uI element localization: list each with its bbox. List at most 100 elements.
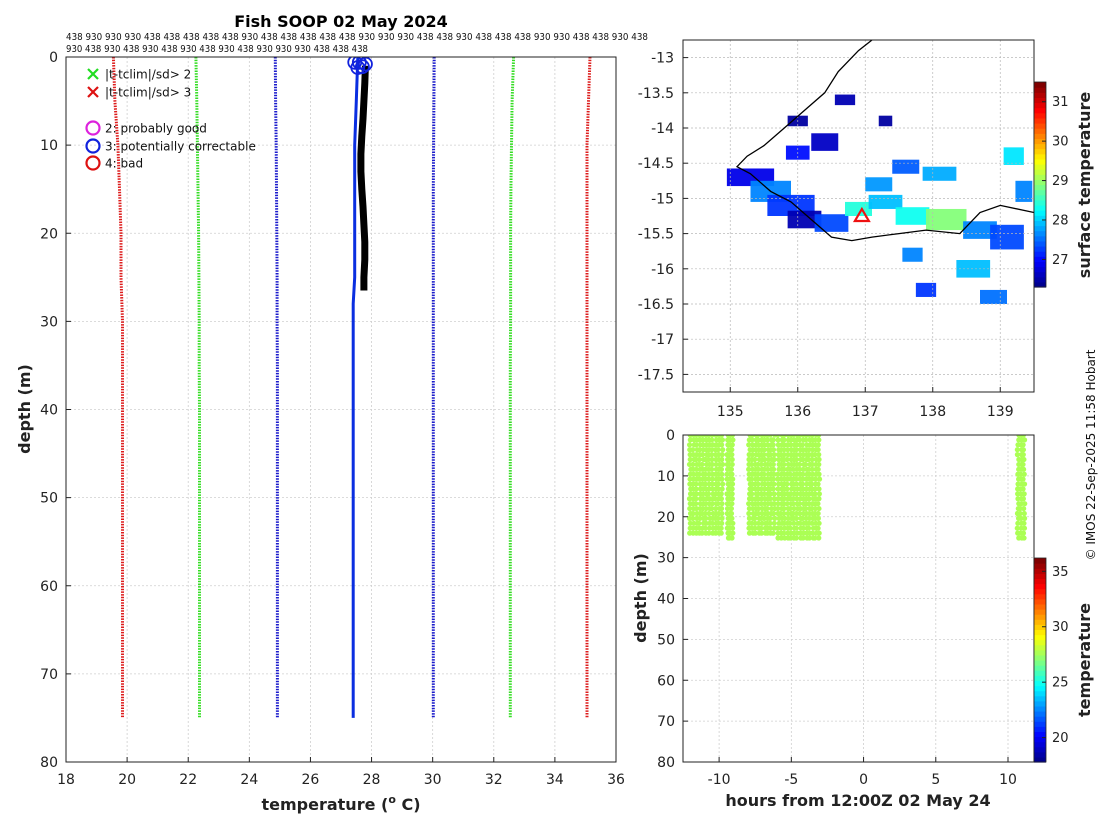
colorbar-tick-label: 30: [1052, 620, 1069, 635]
scatter-point: [730, 437, 736, 443]
colorbar-segment: [1034, 726, 1046, 732]
scatter-point: [719, 510, 725, 517]
scatter-point: [687, 456, 693, 463]
colorbar-segment: [1034, 736, 1046, 743]
scatter-point: [709, 486, 716, 492]
scatter-point: [1021, 481, 1028, 487]
scatter-point: [719, 520, 725, 526]
scatter-point: [816, 476, 823, 482]
scatter-point: [713, 505, 719, 512]
colorbar-segment: [1034, 112, 1046, 119]
colorbar-tick-label: 29: [1052, 174, 1069, 189]
scatter-point: [793, 481, 800, 487]
sst-cell: [1015, 180, 1033, 202]
colorbar-segment: [1034, 92, 1046, 98]
colorbar-frame: [1033, 81, 1047, 288]
scatter-point: [715, 515, 721, 521]
scatter-point: [690, 447, 696, 453]
scatter-point: [755, 505, 762, 512]
colorbar-segment: [1034, 741, 1046, 748]
colorbar-segment: [1034, 215, 1046, 221]
scatter-point: [770, 461, 776, 468]
scatter-point: [686, 496, 693, 502]
scatter-point: [767, 496, 773, 502]
time-depth-chart: -10 -5 0 5 10 0 10 20 30 40 50 60 70 80 hours from 1…: [631, 428, 1094, 810]
colorbar-segment: [1034, 169, 1046, 175]
sst-cell: [811, 133, 839, 151]
colorbar-segment: [1034, 654, 1046, 661]
profile-x-ticks: 18 20 22 24 26 28 30 32 34 36: [57, 757, 625, 788]
map-y-tick-label: -13: [651, 51, 674, 67]
y-tick-label: 0: [49, 50, 58, 66]
scatter-point: [812, 452, 818, 458]
scatter-point: [796, 437, 803, 443]
scatter-point: [729, 481, 736, 487]
scatter-y-tick-label: 70: [657, 714, 675, 730]
scatter-point: [1021, 510, 1027, 517]
coastline: [735, 40, 1034, 242]
probe-id-row-1: 438 930 930 930 438 438 438 438 438 930 …: [66, 32, 648, 43]
scatter-point: [702, 481, 708, 487]
scatter-point: [770, 447, 777, 453]
scatter-y-tick-label: 60: [657, 673, 675, 689]
scatter-point: [729, 496, 735, 502]
x-tick-label: 30: [424, 772, 442, 788]
colorbar-segment: [1034, 624, 1046, 630]
scatter-point: [761, 515, 767, 521]
y-tick-label: 30: [40, 314, 58, 330]
colorbar-segment: [1034, 194, 1046, 201]
scatter-point: [803, 486, 809, 492]
colorbar-segment: [1034, 179, 1046, 186]
scatter-point: [794, 496, 800, 502]
climatology-mean: [273, 57, 279, 718]
scatter-point: [764, 505, 770, 512]
scatter-point: [762, 481, 768, 487]
scatter-point: [702, 471, 708, 477]
scatter-point: [719, 456, 725, 463]
scatter-x-label: hours from 12:00Z 02 May 24: [725, 791, 990, 810]
sst-cell: [963, 221, 997, 239]
scatter-point: [709, 447, 715, 453]
scatter-point: [771, 481, 777, 487]
scatter-point: [812, 505, 819, 512]
colorbar-segment: [1034, 276, 1046, 283]
colorbar-segment: [1034, 711, 1046, 717]
x-tick-label: 26: [302, 772, 320, 788]
scatter-point: [755, 476, 761, 482]
map-x-tick-label: 137: [852, 404, 879, 420]
scatter-point: [815, 447, 821, 453]
colorbar-segment: [1034, 746, 1046, 753]
scatter-point: [705, 491, 712, 497]
scatter-point: [784, 486, 790, 492]
scatter-point: [800, 535, 806, 541]
scatter-point: [719, 486, 725, 492]
scatter-point: [687, 505, 693, 512]
scatter-point: [715, 481, 721, 487]
scatter-point: [812, 486, 818, 492]
scatter-point: [746, 501, 752, 507]
scatter-point: [782, 515, 788, 521]
scatter-point: [803, 505, 809, 512]
scatter-point: [815, 501, 821, 507]
colorbar-segment: [1034, 598, 1046, 605]
scatter-point: [699, 452, 706, 458]
scatter-point: [755, 481, 761, 487]
legend-circle-marker: [85, 155, 101, 171]
scatter-point: [775, 435, 781, 438]
scatter-point: [709, 461, 715, 468]
scatter-point: [700, 491, 706, 497]
scatter-point: [793, 476, 799, 482]
scatter-point: [728, 466, 735, 472]
scatter-point: [1022, 501, 1028, 507]
scatter-point: [719, 452, 725, 458]
colorbar-tick-label: 28: [1052, 213, 1069, 228]
colorbar-segment: [1034, 609, 1046, 615]
scatter-point: [752, 530, 758, 536]
colorbar-segment: [1034, 716, 1046, 722]
scatter-point: [1021, 437, 1028, 443]
scatter-point: [749, 452, 756, 458]
scatter-point: [1020, 530, 1027, 536]
colorbar-segment: [1034, 117, 1046, 124]
colorbar-segment: [1034, 680, 1046, 687]
